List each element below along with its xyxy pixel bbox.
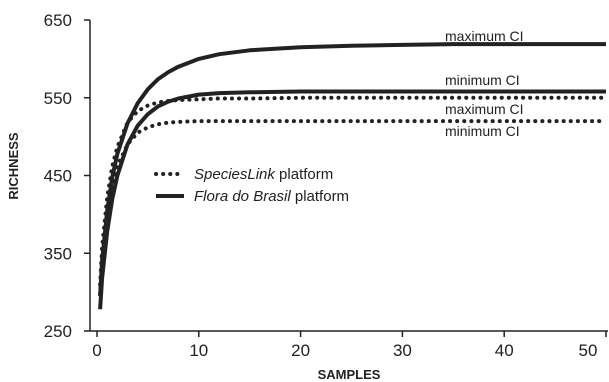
y-tick-labels: 250 350 450 550 650 (44, 11, 90, 341)
annotation-specieslink-minimum-ci: minimum CI (445, 123, 520, 139)
series-layer (98, 42, 608, 310)
annotation-flora-maximum-ci: maximum CI (445, 28, 524, 44)
annotation-flora-minimum-ci: minimum CI (445, 72, 520, 88)
x-tick-label: 30 (393, 341, 412, 360)
y-tick-label: 650 (44, 11, 72, 30)
legend-label-specieslink: SpeciesLink platform (194, 166, 333, 183)
x-tick-label: 40 (495, 341, 514, 360)
x-tick-label: 10 (189, 341, 208, 360)
series-line-dotted-2 (98, 95, 608, 287)
series-line-dotted-3 (98, 119, 608, 296)
legend: SpeciesLink platform Flora do Brasil pla… (154, 166, 349, 205)
y-tick-label: 550 (44, 89, 72, 108)
series-line-solid-0 (98, 42, 606, 297)
y-axis-title: RICHNESS (6, 132, 21, 200)
plot-area (89, 20, 608, 332)
legend-label-flora-rest: platform (291, 188, 349, 205)
y-tick-label: 350 (44, 244, 72, 263)
x-axis-title: SAMPLES (318, 367, 381, 382)
legend-label-specieslink-rest: platform (275, 166, 333, 183)
x-tick-label: 0 (92, 341, 101, 360)
legend-label-flora: Flora do Brasil platform (194, 188, 349, 205)
legend-label-flora-italic: Flora do Brasil (194, 188, 291, 205)
annotation-specieslink-maximum-ci: maximum CI (445, 101, 524, 117)
legend-label-specieslink-italic: SpeciesLink (194, 166, 276, 183)
x-tick-labels: 0 10 20 30 40 50 (92, 331, 607, 360)
x-tick-label: 50 (579, 341, 598, 360)
x-tick-label: 20 (291, 341, 310, 360)
y-tick-label: 450 (44, 167, 72, 186)
y-tick-label: 250 (44, 322, 72, 341)
series-line-solid-1 (98, 89, 606, 310)
